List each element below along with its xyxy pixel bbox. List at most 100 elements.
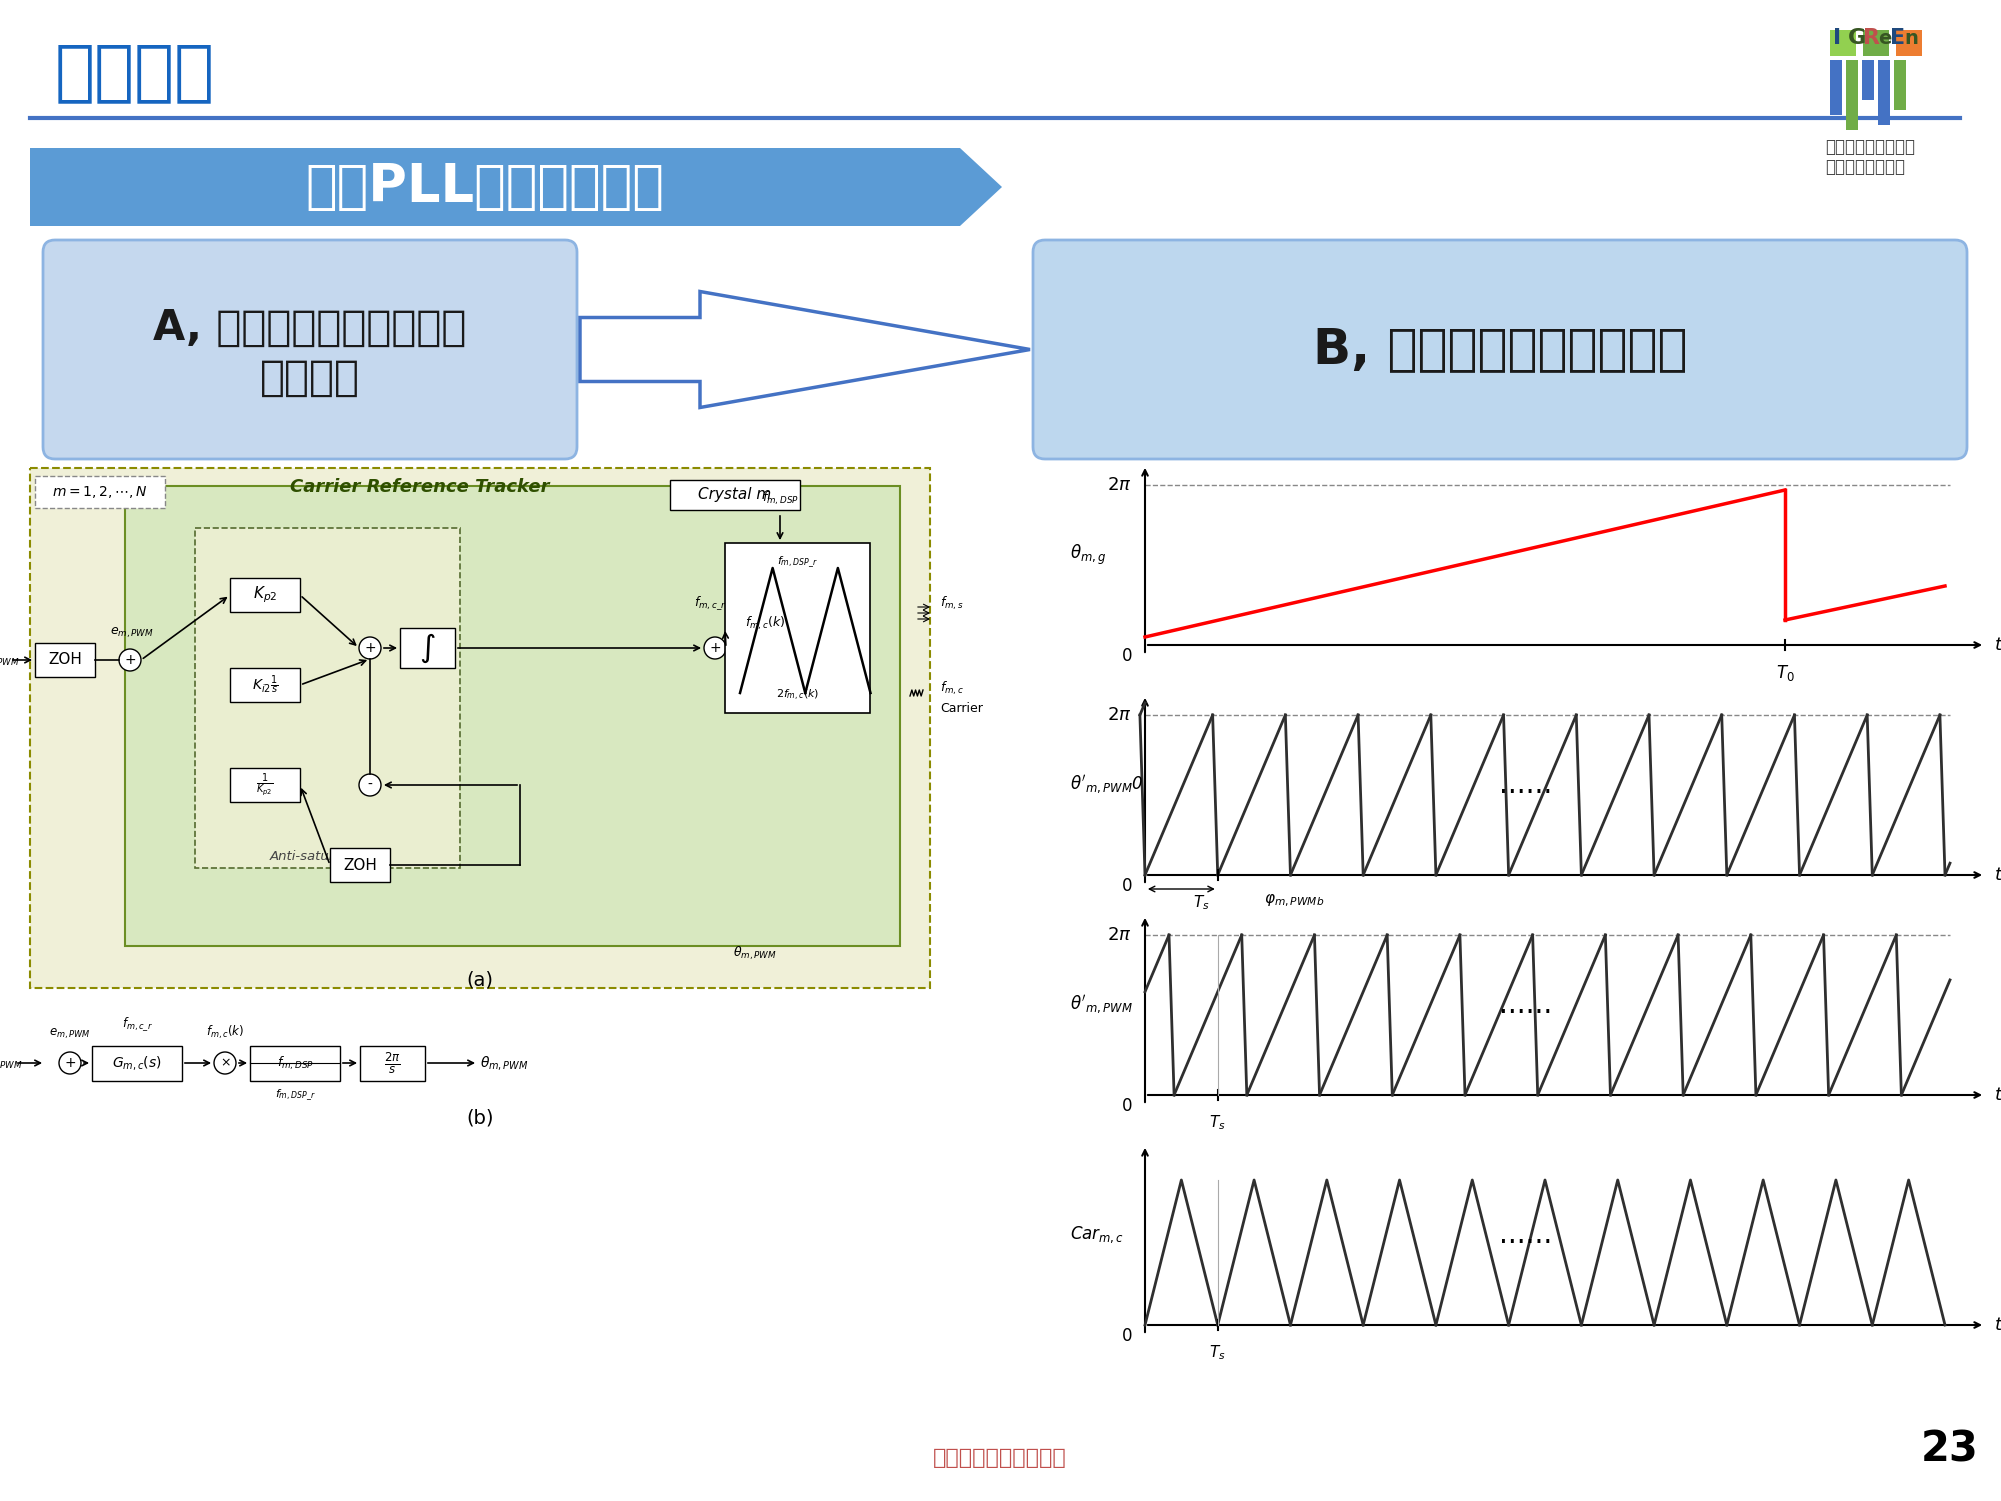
Text: t: t: [1995, 866, 2001, 884]
Text: 基于PLL的自同步方法: 基于PLL的自同步方法: [306, 161, 664, 213]
Text: 优化运行: 优化运行: [54, 39, 214, 105]
Text: Carrier Reference Tracker: Carrier Reference Tracker: [290, 477, 548, 495]
Text: $\times$: $\times$: [220, 1057, 230, 1070]
Bar: [230, 769, 300, 802]
Circle shape: [58, 1052, 80, 1075]
Text: E: E: [1891, 29, 1905, 48]
Text: $f_{m,c}(k)$: $f_{m,c}(k)$: [744, 614, 786, 632]
Text: $\frac{2\pi}{s}$: $\frac{2\pi}{s}$: [384, 1051, 400, 1076]
Bar: [1895, 60, 1907, 110]
Bar: [92, 1046, 182, 1081]
Text: $\theta'_{m,PWM}$: $\theta'_{m,PWM}$: [0, 1054, 22, 1072]
Text: $\varphi_{m,PWMb}$: $\varphi_{m,PWMb}$: [1265, 893, 1325, 910]
Text: 相角信息: 相角信息: [260, 357, 360, 398]
Text: $f_{m,DSP}$: $f_{m,DSP}$: [762, 489, 798, 507]
Polygon shape: [580, 291, 1031, 407]
Text: $\theta'_{m,PWM}$: $\theta'_{m,PWM}$: [0, 651, 20, 669]
Text: $f_{m,c\_r}$: $f_{m,c\_r}$: [122, 1015, 152, 1033]
Text: 《电工技术学报》发布: 《电工技术学报》发布: [932, 1448, 1067, 1468]
Bar: [1831, 30, 1857, 56]
Text: I: I: [1833, 29, 1841, 48]
Text: $m=1,2,\cdots,N$: $m=1,2,\cdots,N$: [52, 483, 148, 500]
Text: $\theta_{m,PWM}$: $\theta_{m,PWM}$: [480, 1054, 528, 1072]
Text: ......: ......: [1499, 991, 1553, 1019]
Bar: [1863, 30, 1889, 56]
Text: $\theta_{m,g}$: $\theta_{m,g}$: [1071, 543, 1107, 567]
Text: $T_s$: $T_s$: [1209, 1343, 1227, 1361]
Polygon shape: [30, 149, 1003, 227]
Text: $2f_{m,c}(k)$: $2f_{m,c}(k)$: [776, 687, 818, 702]
Text: $K_{i2}\frac{1}{s}$: $K_{i2}\frac{1}{s}$: [252, 674, 278, 696]
Text: R: R: [1863, 29, 1881, 48]
Bar: [1897, 30, 1923, 56]
Text: 0: 0: [1121, 1097, 1133, 1115]
Text: $G_{m,c}(s)$: $G_{m,c}(s)$: [112, 1055, 162, 1073]
Text: 0: 0: [1121, 647, 1133, 665]
Text: 23: 23: [1921, 1429, 1979, 1471]
Bar: [1847, 60, 1859, 131]
Bar: [400, 627, 454, 668]
Text: $f_{m,c\_r}$: $f_{m,c\_r}$: [694, 594, 726, 612]
Text: (b): (b): [466, 1109, 494, 1127]
Text: +: +: [124, 653, 136, 666]
Text: $\theta'_{m,PWM}$0: $\theta'_{m,PWM}$0: [1071, 773, 1143, 797]
Text: $\theta_{m,PWM}$: $\theta_{m,PWM}$: [732, 944, 776, 962]
Bar: [34, 476, 164, 507]
Bar: [230, 578, 300, 612]
Text: $e_{m,PWM}$: $e_{m,PWM}$: [50, 1027, 90, 1042]
Text: $2\pi$: $2\pi$: [1107, 476, 1133, 494]
Circle shape: [704, 636, 726, 659]
Text: $K_{p2}$: $K_{p2}$: [252, 585, 278, 605]
Bar: [34, 642, 94, 677]
Text: $2\pi$: $2\pi$: [1107, 705, 1133, 723]
Bar: [670, 480, 800, 510]
Bar: [230, 668, 300, 702]
Text: $f_{m,c}(k)$: $f_{m,c}(k)$: [206, 1024, 244, 1042]
Text: G: G: [1849, 29, 1867, 48]
Circle shape: [358, 636, 380, 659]
Text: $T_s$: $T_s$: [1193, 893, 1211, 911]
FancyBboxPatch shape: [42, 240, 576, 459]
Text: t: t: [1995, 1316, 2001, 1334]
Bar: [724, 543, 870, 713]
Text: t: t: [1995, 1087, 2001, 1105]
Text: Anti-saturation PI: Anti-saturation PI: [270, 850, 384, 863]
Bar: [124, 486, 900, 946]
Text: 0: 0: [1121, 1327, 1133, 1345]
Bar: [360, 1046, 424, 1081]
Bar: [1831, 60, 1843, 116]
Text: $e_{m,PWM}$: $e_{m,PWM}$: [110, 626, 154, 641]
Text: $\frac{1}{K_{p2}}$: $\frac{1}{K_{p2}}$: [256, 772, 274, 799]
Bar: [30, 468, 930, 988]
Text: 与智能电网研究所: 与智能电网研究所: [1825, 158, 1905, 176]
Text: +: +: [708, 641, 720, 654]
Text: Crystal m: Crystal m: [698, 488, 772, 503]
Text: (a): (a): [466, 971, 494, 989]
Circle shape: [358, 775, 380, 796]
Text: B, 制定自同步方案及参数: B, 制定自同步方案及参数: [1313, 326, 1687, 374]
Text: $f_{m,DSP}$: $f_{m,DSP}$: [276, 1055, 314, 1072]
Text: ZOH: ZOH: [342, 857, 376, 872]
Circle shape: [118, 648, 140, 671]
Circle shape: [214, 1052, 236, 1075]
Bar: [194, 528, 460, 868]
Bar: [250, 1046, 340, 1081]
Text: $f_{m,s}$: $f_{m,s}$: [940, 594, 964, 612]
Bar: [1879, 60, 1891, 125]
Text: $2\pi$: $2\pi$: [1107, 926, 1133, 944]
Bar: [330, 848, 390, 883]
Text: $f_{m,c}$: $f_{m,c}$: [940, 680, 964, 696]
Text: ZOH: ZOH: [48, 653, 82, 668]
Text: 山东大学可再生能源: 山东大学可再生能源: [1825, 138, 1915, 156]
Text: Carrier: Carrier: [940, 701, 982, 714]
Bar: [1863, 60, 1875, 101]
Text: t: t: [1995, 636, 2001, 654]
Text: $T_s$: $T_s$: [1209, 1114, 1227, 1132]
Text: $T_0$: $T_0$: [1775, 663, 1795, 683]
Text: $\int$: $\int$: [418, 632, 436, 665]
Text: $f_{m,DSP\_r}$: $f_{m,DSP\_r}$: [274, 1088, 316, 1103]
Text: n: n: [1905, 29, 1917, 48]
Text: ......: ......: [1499, 772, 1553, 799]
Text: ......: ......: [1499, 1220, 1553, 1249]
Text: e: e: [1879, 29, 1891, 48]
